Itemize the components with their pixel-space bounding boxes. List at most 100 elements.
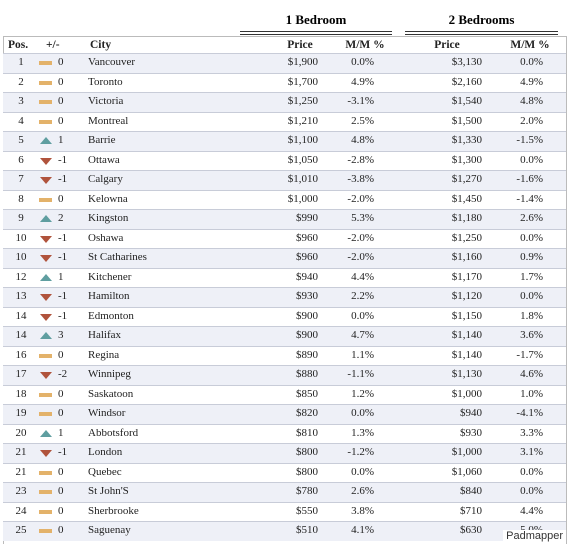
cell: $1,130 — [451, 368, 482, 380]
cell: $990 — [296, 212, 318, 224]
cell: $1,000 — [451, 387, 482, 400]
column-header: +/- — [46, 39, 60, 51]
cell: $1,330 — [451, 134, 482, 146]
group-rule — [405, 31, 558, 35]
cell: 3.3% — [520, 426, 543, 439]
cell: $1,170 — [451, 270, 482, 283]
table-row — [3, 92, 566, 112]
cell: $1,700 — [287, 75, 318, 88]
cell: $940 — [460, 407, 482, 419]
cell: Victoria — [88, 95, 124, 107]
cell: 4.4% — [520, 504, 543, 517]
cell: $840 — [460, 485, 482, 497]
trend-icon — [40, 450, 52, 457]
trend-icon — [40, 429, 52, 437]
cell: 4.8% — [520, 95, 543, 107]
cell: St John'S — [88, 485, 129, 497]
cell: $1,160 — [451, 251, 482, 263]
cell: 0 — [58, 485, 64, 497]
cell: 0.9% — [520, 251, 543, 263]
cell: $930 — [296, 290, 318, 302]
cell: -3.8% — [347, 173, 374, 185]
trend-icon — [39, 509, 52, 514]
cell: $1,900 — [287, 56, 318, 68]
cell: $1,050 — [287, 153, 318, 166]
cell: 0.0% — [351, 465, 374, 478]
cell: 1.8% — [520, 309, 543, 322]
cell: London — [88, 446, 123, 458]
cell: 4.1% — [351, 524, 374, 536]
trend-icon — [40, 313, 52, 321]
cell: 0 — [58, 192, 64, 205]
cell: 0 — [58, 407, 64, 419]
cell: 0 — [58, 114, 64, 127]
cell: $1,140 — [451, 348, 482, 361]
table-row — [3, 345, 566, 365]
table-row — [3, 248, 566, 268]
trend-icon — [39, 119, 52, 124]
cell: $510 — [296, 524, 318, 536]
cell: 2.0% — [520, 114, 543, 127]
trend-icon — [40, 294, 52, 301]
cell: 1 — [58, 134, 64, 146]
cell: Sherbrooke — [88, 504, 139, 517]
cell: 3.8% — [351, 504, 374, 517]
bottom-rule — [3, 36, 566, 37]
cell: Saskatoon — [88, 387, 134, 400]
trend-icon — [39, 197, 52, 202]
cell: Kitchener — [88, 270, 132, 283]
column-header: Pos. — [8, 39, 29, 51]
cell: 0 — [58, 348, 64, 361]
cell: $1,300 — [451, 153, 482, 166]
cell: 0.0% — [520, 485, 543, 497]
trend-icon — [39, 529, 52, 533]
cell: 0 — [58, 524, 64, 536]
table-row — [3, 365, 566, 385]
cell: -1 — [58, 309, 68, 322]
cell: 17 — [15, 368, 27, 380]
cell: $900 — [296, 329, 318, 341]
table-row — [3, 287, 566, 307]
cell: 2 — [18, 75, 24, 88]
cell: Kingston — [88, 212, 129, 224]
trend-icon — [39, 412, 52, 416]
cell: -3.1% — [347, 95, 374, 107]
cell: 8 — [18, 192, 24, 205]
cell: 1 — [58, 426, 64, 439]
cell: -1.7% — [516, 348, 543, 361]
cell: 0.0% — [520, 290, 543, 302]
column-header: City — [90, 39, 112, 51]
cell: -1.4% — [516, 192, 543, 205]
cell: Calgary — [88, 173, 123, 185]
table-row — [3, 501, 566, 521]
cell: 0.0% — [520, 465, 543, 478]
trend-icon — [39, 392, 52, 397]
trend-icon — [39, 470, 52, 475]
cell: St Catharines — [88, 251, 147, 263]
cell: 0.0% — [351, 56, 374, 68]
cell: 19 — [15, 407, 27, 419]
cell: 21 — [15, 446, 27, 458]
cell: -2.0% — [347, 192, 374, 205]
trend-icon — [40, 332, 52, 339]
trend-icon — [40, 137, 52, 144]
cell: 2.6% — [520, 212, 543, 224]
cell: 3 — [18, 95, 24, 107]
cell: 20 — [15, 426, 27, 439]
cell: $820 — [296, 407, 318, 419]
cell: -1 — [58, 290, 68, 302]
cell: 1.1% — [351, 348, 374, 361]
cell: $1,010 — [287, 173, 318, 185]
cell: Barrie — [88, 134, 116, 146]
cell: 3.1% — [520, 446, 543, 458]
cell: $710 — [460, 504, 482, 517]
cell: $1,150 — [451, 309, 482, 322]
cell: Windsor — [88, 407, 126, 419]
cell: $780 — [296, 485, 318, 497]
cell: $1,270 — [451, 173, 482, 185]
cell: Regina — [88, 348, 120, 361]
cell: 2.2% — [351, 290, 374, 302]
cell: -1.2% — [347, 446, 374, 458]
trend-icon — [39, 80, 52, 85]
